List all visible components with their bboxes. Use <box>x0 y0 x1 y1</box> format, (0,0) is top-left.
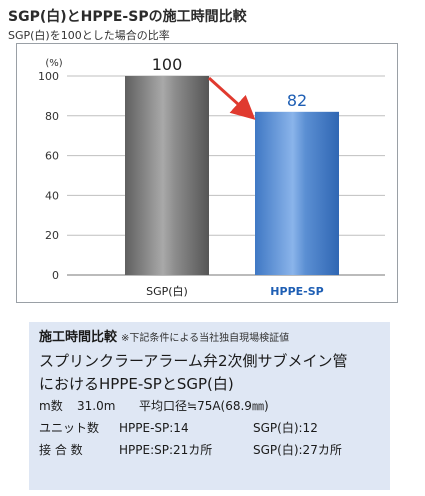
bar-value-label: 100 <box>152 55 183 74</box>
y-tick-label: 40 <box>45 189 59 202</box>
bar-value-label: 82 <box>287 91 307 110</box>
info-row-extra: SGP(白):27カ所 <box>253 443 342 457</box>
info-row-label: m数 <box>39 399 63 413</box>
info-line-1: スプリンクラーアラーム弁2次側サブメイン管 <box>39 352 348 370</box>
bar-sgp <box>125 76 209 275</box>
info-note: ※下記条件による当社独自現場検証値 <box>121 333 290 344</box>
y-tick-label: 20 <box>45 229 59 242</box>
y-tick-label: 0 <box>52 269 59 282</box>
info-row-label: 接 合 数 <box>39 443 83 457</box>
x-tick-label: HPPE-SP <box>270 285 323 298</box>
info-row-label: ユニット数 <box>39 421 100 435</box>
info-row-length: m数 31.0m 平均口径≒75A(68.9㎜) <box>39 395 380 417</box>
y-axis-unit-label: (%) <box>45 58 62 69</box>
info-row-extra: 平均口径≒75A(68.9㎜) <box>139 399 269 413</box>
y-tick-label: 100 <box>38 70 59 83</box>
x-tick-label: SGP(白) <box>146 284 188 298</box>
info-row-joints: 接 合 数 HPPE:SP:21カ所 SGP(白):27カ所 <box>39 439 380 461</box>
y-tick-label: 80 <box>45 110 59 123</box>
y-tick-label: 60 <box>45 150 59 163</box>
info-row-extra: SGP(白):12 <box>253 421 318 435</box>
info-heading-line: 施工時間比較 ※下記条件による当社独自現場検証値 <box>39 328 380 349</box>
page-subtitle: SGP(白)を100とした場合の比率 <box>8 29 170 42</box>
info-row-value: HPPE-SP:14 <box>119 421 189 435</box>
info-row-value: 31.0m <box>77 399 116 413</box>
comparison-arrow <box>207 76 256 120</box>
info-heading: 施工時間比較 <box>39 330 118 345</box>
info-box: 施工時間比較 ※下記条件による当社独自現場検証値 スプリンクラーアラーム弁2次側サ… <box>29 322 390 490</box>
info-line-2: におけるHPPE-SPとSGP(白) <box>39 375 234 393</box>
chart-frame: 0 20 40 60 80 100 (%) 100 SGP(白) 82 HPPE-SP <box>16 43 398 303</box>
page-title: SGP(白)とHPPE-SPの施工時間比較 <box>8 9 247 25</box>
bar-hppe-sp <box>255 111 339 275</box>
info-row-units: ユニット数 HPPE-SP:14 SGP(白):12 <box>39 417 380 439</box>
info-row-value: HPPE:SP:21カ所 <box>119 443 213 457</box>
